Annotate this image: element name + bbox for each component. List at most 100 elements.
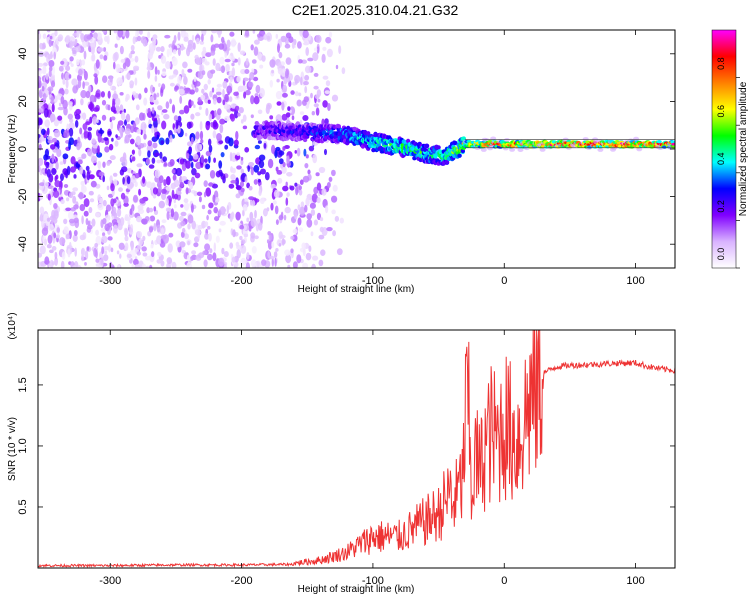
heatmap-cell [46, 127, 50, 136]
heatmap-cell [187, 214, 194, 224]
heatmap-cell [131, 263, 134, 268]
heatmap-cell [97, 203, 104, 211]
heatmap-cell [341, 67, 346, 75]
heatmap-cell [208, 138, 212, 146]
heatmap-cell [105, 204, 112, 212]
heatmap-cell [197, 224, 203, 230]
heatmap-cell [231, 62, 235, 67]
heatmap-cell [102, 232, 106, 237]
heatmap-cell [296, 99, 302, 107]
heatmap-cell [284, 43, 291, 49]
heatmap-cell [101, 114, 107, 121]
heatmap-cell [83, 198, 90, 208]
heatmap-cell [226, 204, 229, 215]
heatmap-cell [269, 115, 274, 120]
heatmap-cell [239, 235, 243, 241]
heatmap-cell [229, 242, 234, 249]
heatmap-cell [266, 207, 270, 212]
heatmap-cell [178, 88, 185, 95]
heatmap-cell [69, 241, 72, 249]
heatmap-cell [149, 96, 154, 103]
heatmap-cell [179, 158, 184, 165]
heatmap-cell [124, 128, 131, 135]
heatmap-cell [287, 106, 291, 111]
heatmap-cell [219, 124, 224, 134]
heatmap-cell [278, 215, 284, 221]
heatmap-cell [318, 234, 325, 240]
heatmap-cell [373, 132, 378, 138]
heatmap-cell [129, 208, 133, 216]
heatmap-cell [124, 242, 129, 251]
heatmap-cell [51, 261, 55, 266]
heatmap-cell [112, 265, 115, 268]
heatmap-cell [213, 110, 217, 118]
heatmap-cell [45, 161, 50, 169]
heatmap-cell [112, 172, 118, 177]
heatmap-cell [107, 236, 113, 241]
heatmap-cell [189, 181, 194, 190]
heatmap-cell [305, 154, 309, 159]
heatmap-cell [192, 153, 199, 160]
heatmap-cell [173, 204, 177, 209]
heatmap-cell [166, 211, 170, 221]
heatmap-cell [188, 155, 194, 162]
heatmap-cell [72, 234, 78, 242]
heatmap-cell [179, 95, 183, 104]
heatmap-cell [133, 65, 140, 71]
heatmap-cell [165, 207, 172, 213]
heatmap-cell [262, 209, 268, 216]
heatmap-cell [80, 98, 84, 106]
heatmap-cell [156, 159, 161, 164]
heatmap-cell [319, 226, 324, 233]
heatmap-cell [234, 262, 239, 267]
heatmap-cell [147, 31, 151, 39]
heatmap-cell [203, 191, 207, 198]
heatmap-cell [79, 166, 84, 175]
heatmap-cell [125, 113, 131, 123]
heatmap-cell [97, 194, 101, 202]
heatmap-cell [671, 145, 675, 149]
heatmap-cell [315, 172, 320, 177]
heatmap-cell [107, 130, 112, 136]
heatmap-cell [187, 223, 191, 230]
heatmap-cell [205, 187, 212, 197]
heatmap-cell [250, 259, 257, 267]
heatmap-cell [198, 106, 202, 110]
heatmap-cell [327, 103, 331, 111]
heatmap-cell [54, 175, 57, 182]
heatmap-cell [171, 189, 175, 199]
heatmap-cell [253, 46, 259, 56]
heatmap-cell [152, 187, 158, 195]
heatmap-cell [106, 218, 110, 224]
heatmap-cell [322, 100, 328, 108]
heatmap-cell [326, 182, 331, 189]
heatmap-cell [73, 204, 79, 210]
heatmap-cell [281, 113, 288, 121]
heatmap-cell [118, 242, 125, 250]
heatmap-cell [126, 72, 131, 81]
heatmap-cell [277, 43, 280, 53]
heatmap-cell [122, 62, 127, 70]
heatmap-cell [177, 31, 181, 41]
heatmap-cell [48, 69, 52, 78]
heatmap-cell [95, 92, 101, 98]
heatmap-cell [186, 261, 192, 268]
heatmap-cell [244, 30, 250, 37]
heatmap-cell [294, 78, 298, 85]
heatmap-cell [90, 30, 95, 34]
heatmap-cell [47, 135, 53, 141]
heatmap-cell [138, 238, 143, 247]
heatmap-cell [297, 217, 302, 226]
heatmap-cell [63, 218, 68, 225]
heatmap-cell [148, 123, 153, 129]
heatmap-cell [172, 174, 177, 181]
heatmap-cell [154, 75, 158, 82]
heatmap-cell [273, 189, 280, 198]
heatmap-cell [208, 232, 212, 242]
heatmap-cell [50, 113, 54, 123]
heatmap-cell [151, 251, 155, 258]
heatmap-cell [103, 254, 109, 262]
heatmap-cell [102, 175, 105, 183]
heatmap-cell [230, 212, 235, 218]
heatmap-cell [145, 158, 151, 166]
